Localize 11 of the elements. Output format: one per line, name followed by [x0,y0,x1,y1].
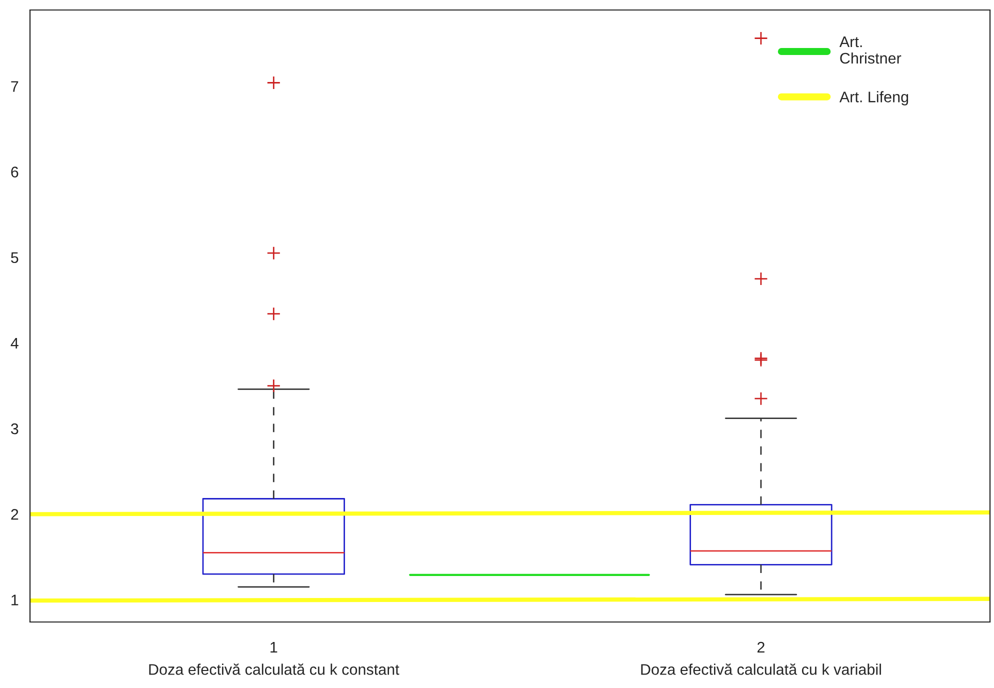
text: Doza efectivă calculată cu k constant [149,663,400,675]
text: Doza efectivă calculată cu k variabil [641,663,881,675]
legend-label: Art. Lifeng [839,91,908,106]
legend-label: Art. Christner [839,36,902,64]
y-tick-label: 3 [10,423,18,434]
y-tick-label: 6 [11,166,18,178]
y-tick-label: 1 [12,594,18,606]
y-tick-label: 5 [11,252,18,264]
y-tick-label: 7 [11,81,18,92]
y-tick-label: 4 [10,338,18,348]
y-tick-label: 2 [11,509,18,520]
